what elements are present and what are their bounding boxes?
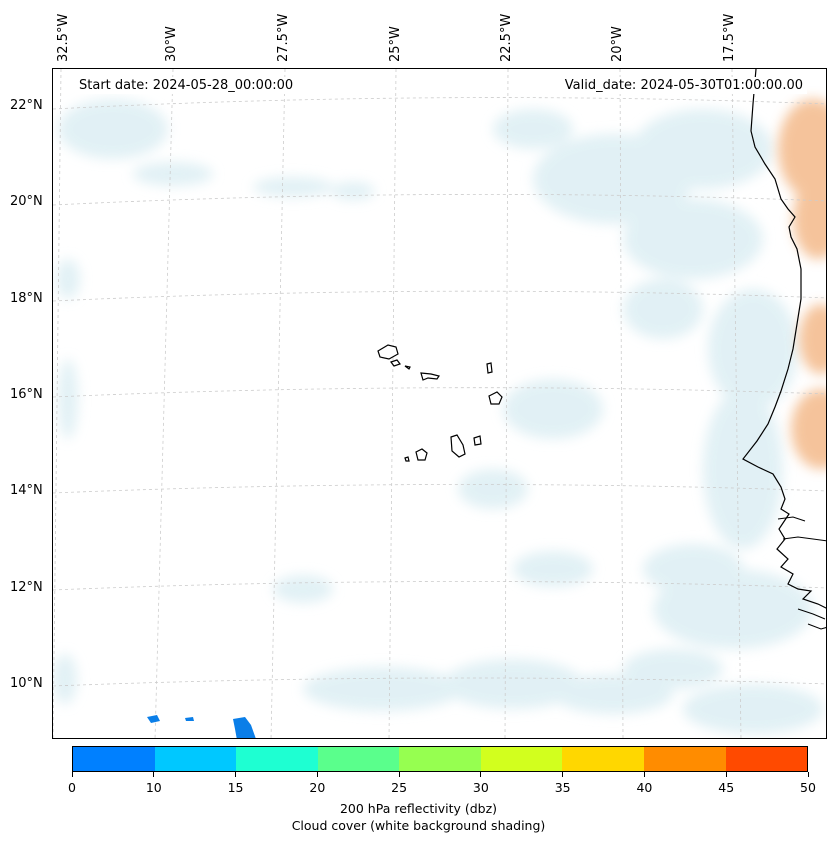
lon-label-27-5w: 27.5°W [276,13,291,62]
colorbar-segment-2 [236,747,318,771]
island-sal [486,362,493,374]
lon-label-25w: 25°W [388,26,403,62]
cape-verde-islands [377,344,503,462]
lat-label-14n: 14°N [10,483,43,498]
colorbar-label: 200 hPa reflectivity (dbz) [339,801,498,816]
island-sao-nicolau [420,372,440,381]
island-brava [404,456,410,462]
lon-label-30w: 30°W [164,26,179,62]
lon-label-32-5w: 32.5°W [56,13,71,62]
reflectivity-patch [185,717,194,721]
africa-coastline-detail [777,516,826,630]
lat-label-12n: 12°N [10,580,43,595]
colorbar-tick [562,772,564,777]
colorbar-tick-label: 10 [145,780,162,795]
colorbar-tick [725,772,727,777]
lat-label-18n: 18°N [10,291,43,306]
colorbar [72,746,808,772]
colorbar-tick-label: 20 [309,780,326,795]
colorbar-segment-7 [643,747,726,771]
colorbar-tick-label: 25 [391,780,408,795]
valid-date-label: Valid_date: 2024-05-30T01:00:00.00 [560,77,807,94]
colorbar-segment-5 [480,747,563,771]
reflectivity-patch [233,717,256,738]
lon-label-22-5w: 22.5°W [499,13,514,62]
africa-coastline [742,69,826,609]
colorbar-tick [398,772,400,777]
lat-label-10n: 10°N [10,676,43,691]
colorbar-tick-label: 45 [718,780,735,795]
colorbar-tick-label: 50 [800,780,816,795]
start-date-label: Start date: 2024-05-28_00:00:00 [75,77,298,94]
lon-label-20w: 20°W [610,26,625,62]
colorbar-segment-6 [562,747,644,771]
island-santiago [450,434,466,458]
colorbar-segment-0 [73,747,155,771]
colorbar-tick-label: 0 [68,780,76,795]
island-sao-vicente [390,359,401,367]
graticule [53,69,826,738]
colorbar-segment-3 [317,747,400,771]
land-shading [778,99,826,469]
island-fogo [415,448,428,461]
colorbar-tick [316,772,318,777]
reflectivity-patches [147,715,256,738]
colorbar-tick [807,772,809,777]
colorbar-tick [153,772,155,777]
colorbar-sublabel: Cloud cover (white background shading) [291,818,546,833]
reflectivity-patch [147,715,160,723]
colorbar-segment-4 [399,747,481,771]
colorbar-tick [235,772,237,777]
colorbar-tick [71,772,73,777]
island-santo-antao [377,344,399,360]
colorbar-tick [643,772,645,777]
colorbar-tick-label: 35 [554,780,571,795]
colorbar-tick-label: 15 [227,780,244,795]
cloud-cover-shading [53,99,823,734]
colorbar-tick-label: 40 [636,780,653,795]
island-santa-luzia [404,365,411,370]
colorbar-segment-1 [154,747,237,771]
lon-label-17-5w: 17.5°W [722,13,737,62]
map-canvas [53,69,826,738]
lat-label-22n: 22°N [10,98,43,113]
colorbar-tick-label: 30 [472,780,489,795]
island-maio [473,435,482,446]
island-boa-vista [488,391,503,405]
colorbar-segment-8 [725,747,808,771]
map-panel [52,68,827,739]
lat-label-16n: 16°N [10,387,43,402]
lat-label-20n: 20°N [10,194,43,209]
colorbar-tick [480,772,482,777]
